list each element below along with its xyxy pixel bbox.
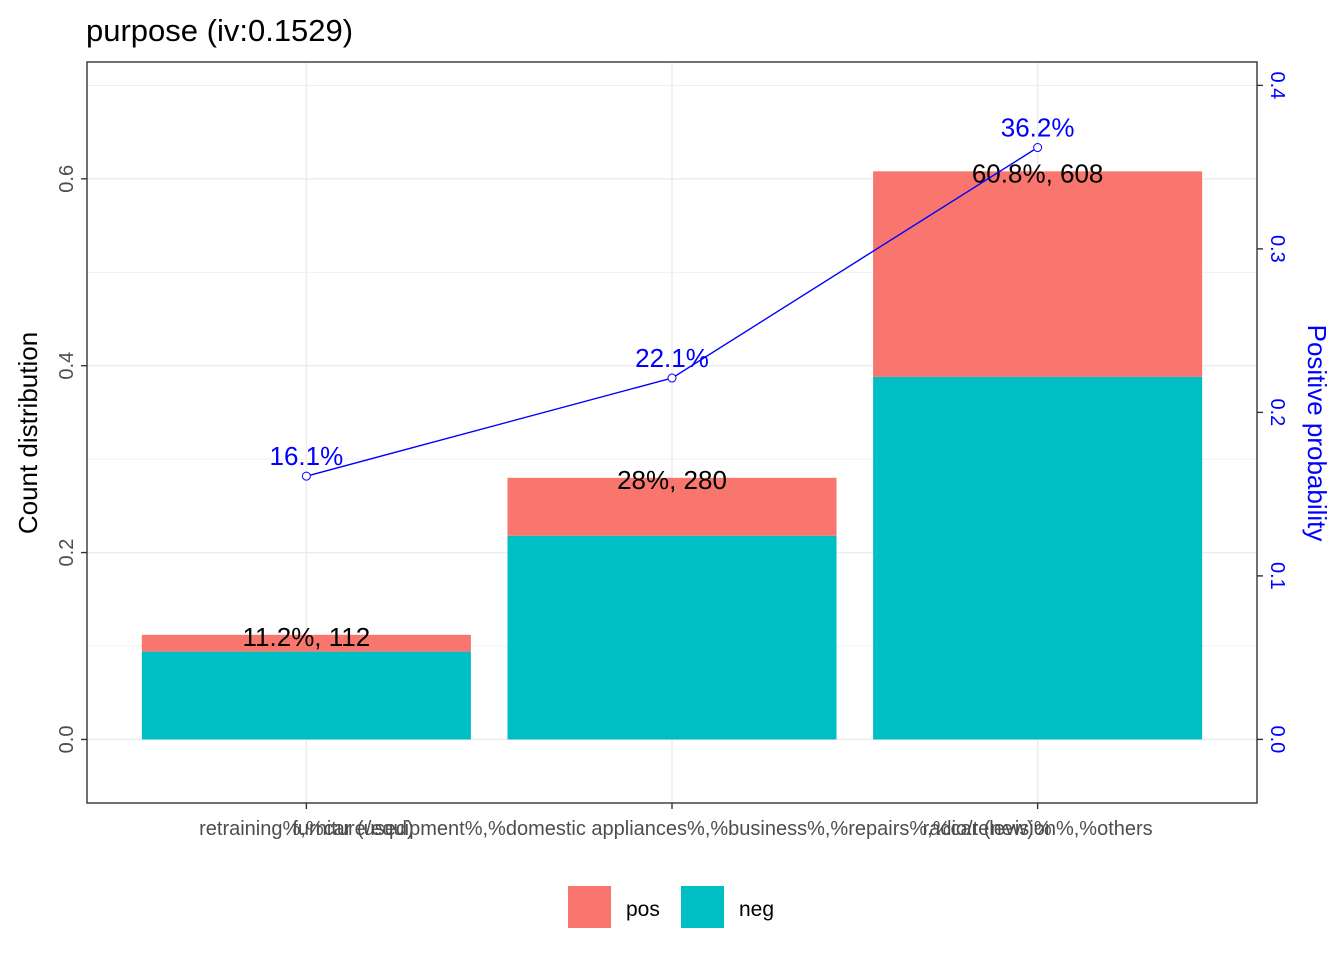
probability-label-1: 16.1% [270, 441, 344, 471]
x-tick-label-1: retraining%,%car (used) [199, 818, 414, 840]
y2-tick-label-1: 0.0 [1266, 725, 1288, 753]
y2-tick-label-2: 0.1 [1266, 562, 1288, 590]
probability-point-1 [301, 471, 311, 481]
probability-point-3 [1033, 143, 1043, 153]
probability-point-2 [667, 373, 677, 383]
legend: pos neg [568, 886, 774, 928]
x-axis: retraining%,%car (used)furniture/equipme… [199, 803, 1153, 840]
y-tick-label-2: 0.2 [56, 539, 78, 567]
y2-tick-label-5: 0.4 [1266, 71, 1288, 99]
bar-pos-2 [507, 477, 837, 536]
bar-label-1: 11.2%, 112 [243, 622, 371, 652]
y2-tick-label-4: 0.3 [1266, 235, 1288, 263]
y2-axis: 0.0 0.1 0.2 0.3 0.4 [1257, 71, 1288, 753]
probability-label-2: 22.1% [635, 343, 709, 373]
bar-neg-2 [507, 535, 837, 740]
probability-labels: 16.1% 22.1% 36.2% [270, 113, 1075, 472]
bars [141, 171, 1203, 740]
y-axis-title: Count distribution [13, 332, 43, 534]
x-tick-label-3: radio/television%,%others [923, 818, 1153, 840]
bar-labels: 11.2%, 112 28%, 280 60.8%, 608 [243, 158, 1104, 651]
legend-label-pos: pos [626, 898, 660, 921]
probability-line [301, 143, 1043, 481]
chart-title: purpose (iv:0.1529) [86, 13, 353, 48]
legend-swatch-neg [681, 886, 724, 928]
bar-label-3: 60.8%, 608 [972, 158, 1104, 188]
bar-neg-3 [873, 376, 1203, 740]
y-tick-label-4: 0.6 [56, 165, 78, 193]
legend-label-neg: neg [739, 898, 774, 921]
probability-label-3: 36.2% [1001, 113, 1075, 143]
y-tick-label-1: 0.0 [56, 726, 78, 754]
bar-pos-1 [141, 634, 471, 652]
bar-neg-1 [141, 651, 471, 740]
bar-pos-3 [873, 171, 1203, 377]
x-tick-label-2: furniture/equipment%,%domestic appliance… [292, 818, 1051, 840]
y2-tick-label-3: 0.2 [1266, 398, 1288, 426]
legend-swatch-pos [568, 886, 611, 928]
y-axis: 0.0 0.2 0.4 0.6 [56, 165, 87, 753]
bar-label-2: 28%, 280 [617, 465, 727, 495]
y-tick-label-3: 0.4 [56, 352, 78, 380]
y2-axis-title: Positive probability [1302, 325, 1332, 542]
